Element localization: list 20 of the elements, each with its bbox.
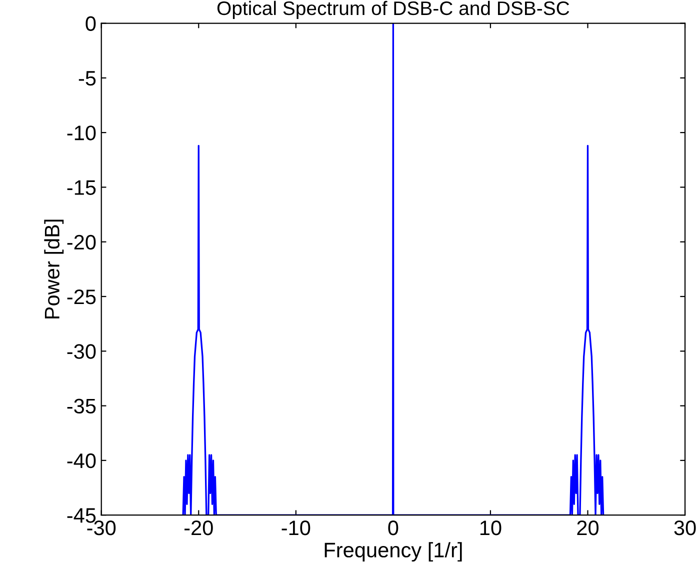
y-tick-label: -15 — [67, 180, 96, 195]
x-tick-label: -10 — [282, 520, 310, 536]
y-tick-label: -45 — [67, 508, 96, 523]
x-tick-label: -20 — [184, 520, 213, 536]
x-tick-label: 30 — [674, 520, 696, 536]
y-tick-label: -20 — [67, 234, 96, 250]
x-tick-label: 10 — [480, 520, 502, 536]
x-tick-label: 0 — [388, 520, 398, 536]
y-tick-label: 0 — [86, 16, 96, 32]
y-tick-label: -40 — [67, 453, 96, 468]
line-series — [182, 23, 604, 516]
y-tick-label: -10 — [67, 126, 96, 140]
y-tick-label: -5 — [78, 71, 96, 86]
y-axis-title: Power [dB] — [44, 220, 64, 318]
x-tick-label: 20 — [577, 520, 599, 536]
chart-title: Optical Spectrum of DSB-C and DSB-SC — [217, 0, 570, 19]
y-tick-label: -25 — [67, 290, 96, 304]
y-tick-label: -30 — [67, 344, 96, 359]
x-axis-title: Frequency [1/r] — [324, 542, 462, 562]
y-tick-label: -35 — [67, 398, 96, 414]
